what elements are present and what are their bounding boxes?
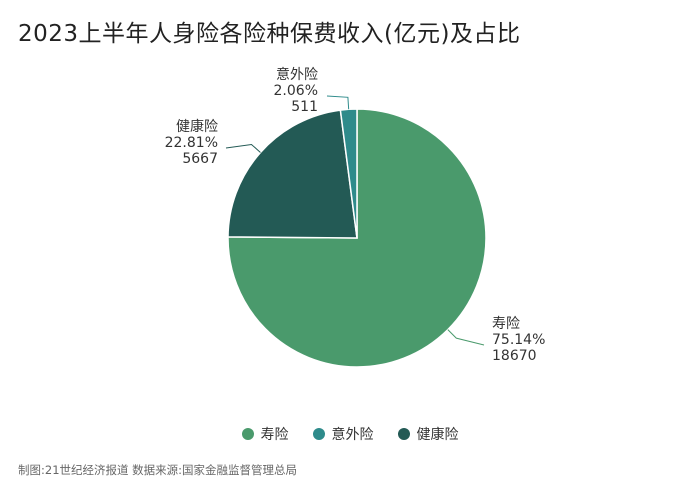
source-note: 制图:21世纪经济报道 数据来源:国家金融监督管理总局 [18,463,298,477]
legend-label-life: 寿险 [260,427,289,443]
slice-life[interactable] [227,108,487,368]
label-accident-name: 意外险 [276,66,318,83]
label-health-value: 5667 [182,151,218,167]
legend-swatch-accident [312,428,325,440]
label-life-percent: 75.14% [492,332,545,348]
label-accident-percent: 2.06% [274,83,318,99]
slice-health[interactable] [227,109,358,239]
legend-item-accident[interactable]: 意外险 [312,424,374,444]
label-health-name: 健康险 [176,118,218,135]
label-accident-leader [326,95,350,110]
chart-title: 2023上半年人身险各险种保费收入(亿元)及占比 [18,21,521,47]
label-life-name: 寿险 [492,315,520,332]
label-life-leader [447,329,485,346]
legend-swatch-life [241,428,254,440]
legend-label-accident: 意外险 [331,427,374,443]
label-accident-value: 511 [291,99,318,115]
label-health-leader [225,143,261,153]
legend-swatch-health [397,428,410,440]
legend-item-health[interactable]: 健康险 [397,424,459,444]
legend-item-life[interactable]: 寿险 [241,424,289,444]
legend-label-health: 健康险 [416,427,459,443]
label-health-percent: 22.81% [165,135,218,151]
legend: 寿险 意外险 健康险 [0,424,700,444]
label-life-value: 18670 [492,348,537,364]
